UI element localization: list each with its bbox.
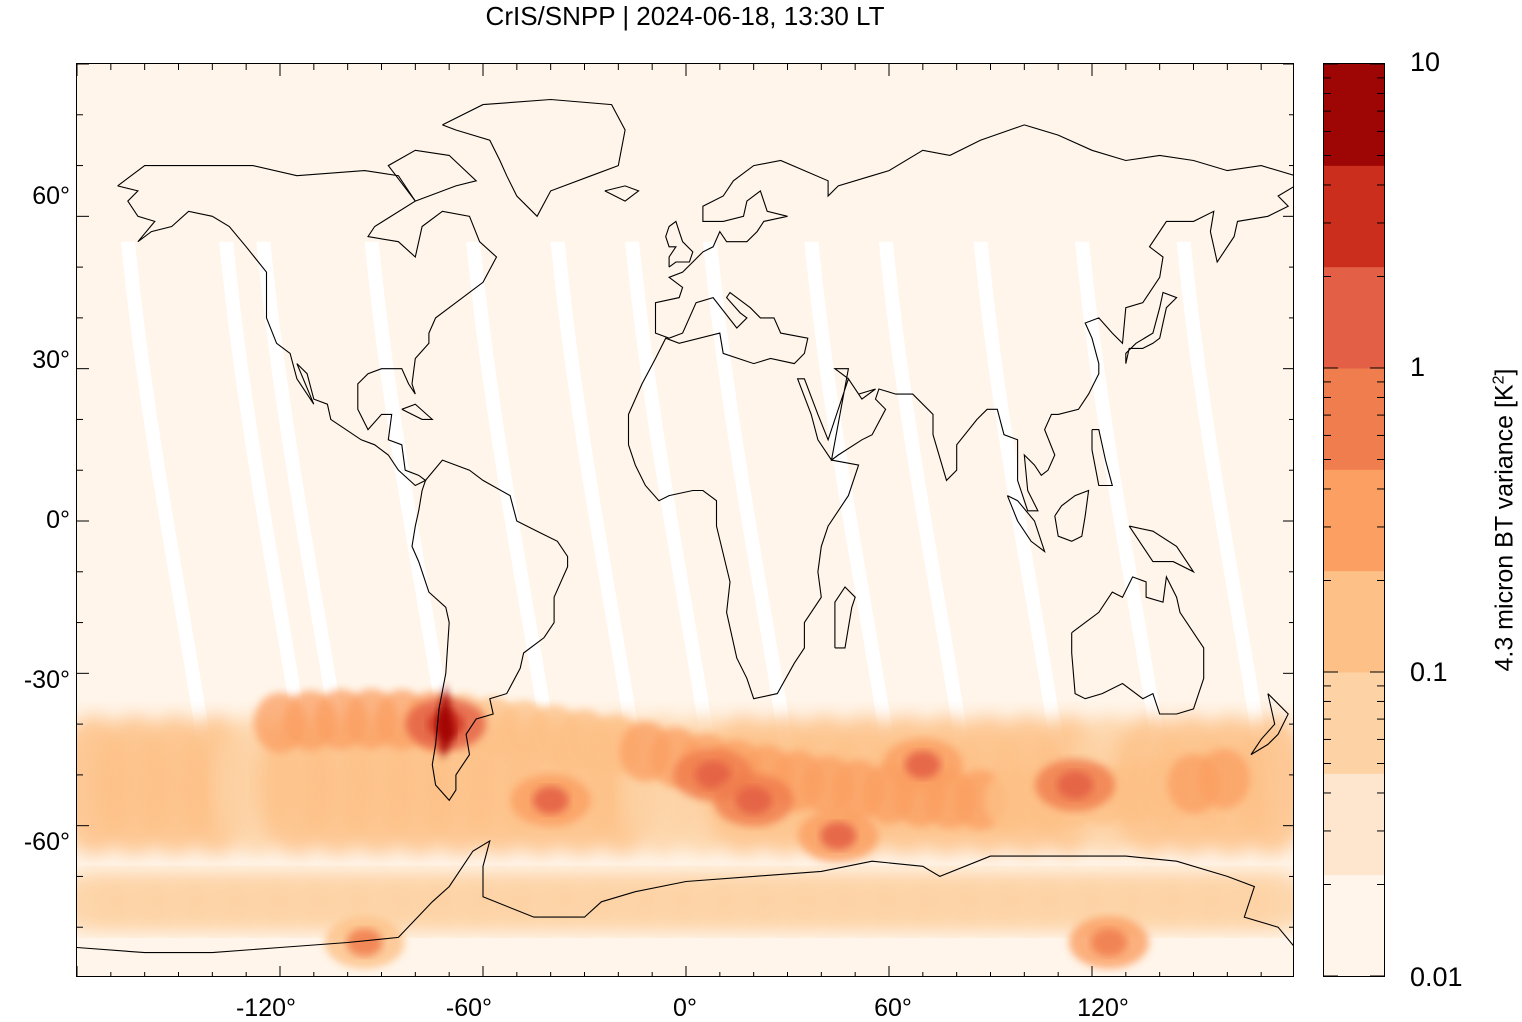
colorbar-label-0.1: 0.1 bbox=[1410, 657, 1448, 687]
variance-blob bbox=[1057, 771, 1094, 800]
swath-gap bbox=[256, 241, 356, 801]
variance-blob bbox=[1231, 871, 1293, 932]
x-tick-120e: 120° bbox=[1077, 994, 1129, 1022]
y-tick-60s: -60° bbox=[23, 828, 70, 856]
swath-gap bbox=[625, 241, 725, 801]
variance-blob bbox=[532, 786, 569, 815]
coastline-africa-eurasia bbox=[627, 124, 1293, 700]
x-tick-120w: -120° bbox=[235, 994, 297, 1022]
andes-hotspot bbox=[435, 683, 456, 760]
swath-gap bbox=[1176, 241, 1276, 801]
coastline-philippines bbox=[1091, 429, 1114, 487]
coastline-antarctica bbox=[77, 839, 1293, 954]
colorbar-bin bbox=[1324, 64, 1384, 166]
coastline-south-america bbox=[411, 459, 569, 802]
colorbar-bin bbox=[1324, 165, 1384, 268]
y-tick-30n: 30° bbox=[32, 346, 70, 374]
y-tick-0: 0° bbox=[46, 506, 70, 534]
swath-gap bbox=[219, 241, 319, 801]
variance-blob bbox=[820, 821, 857, 850]
colorbar-bin bbox=[1324, 874, 1384, 976]
x-tick-60e: 60° bbox=[874, 994, 912, 1022]
coastline-greenland bbox=[442, 98, 626, 218]
swath-gap bbox=[702, 241, 802, 801]
colorbar-bin bbox=[1324, 672, 1384, 774]
swath-gap bbox=[973, 241, 1073, 801]
x-tick-0: 0° bbox=[673, 994, 697, 1022]
variance-blob bbox=[1090, 928, 1127, 957]
colorbar-bin bbox=[1324, 368, 1384, 470]
y-tick-60n: 60° bbox=[32, 182, 70, 210]
coastline-cuba bbox=[401, 403, 434, 420]
coastline-new-guinea bbox=[1128, 525, 1196, 574]
swath-gap bbox=[364, 241, 464, 801]
coastline-madagascar bbox=[834, 586, 856, 649]
colorbar-label-1: 1 bbox=[1410, 352, 1426, 382]
swath-gap bbox=[550, 241, 650, 801]
coastline-australia bbox=[1071, 575, 1205, 715]
variance-map bbox=[77, 64, 1293, 976]
coastline-baffin bbox=[387, 149, 478, 202]
variance-field bbox=[77, 683, 1293, 969]
variance-blob bbox=[1231, 715, 1293, 856]
map-plot-area bbox=[76, 63, 1294, 977]
y-tick-30s: -30° bbox=[23, 666, 70, 694]
coastline-sumatra bbox=[1006, 495, 1046, 554]
swath-gap bbox=[466, 241, 566, 801]
coastline-new-zealand bbox=[1250, 693, 1289, 756]
axis-ticks bbox=[77, 64, 1293, 976]
swath-gaps bbox=[120, 241, 1276, 801]
map-title: CrIS/SNPP | 2024-06-18, 13:30 LT bbox=[485, 1, 885, 31]
variance-blob bbox=[1197, 748, 1250, 809]
colorbar-title: 4.3 micron BT variance [K2] bbox=[1490, 368, 1519, 672]
swath-gap bbox=[878, 241, 978, 801]
variance-blob bbox=[695, 760, 732, 789]
swath-gap bbox=[1075, 241, 1175, 801]
colorbar-label-10: 10 bbox=[1410, 47, 1441, 77]
coastlines bbox=[77, 98, 1293, 954]
coastline-indonesia-borneo bbox=[1054, 489, 1090, 542]
colorbar-bin bbox=[1324, 469, 1384, 572]
coastline-uk bbox=[665, 220, 694, 268]
x-tick-60w: -60° bbox=[445, 994, 493, 1022]
colorbar-bin bbox=[1324, 266, 1384, 369]
swath-gap bbox=[804, 241, 904, 801]
variance-blob bbox=[346, 928, 383, 957]
colorbar bbox=[1323, 63, 1385, 977]
colorbar-bin bbox=[1324, 773, 1384, 876]
colorbar-label-0.01: 0.01 bbox=[1410, 962, 1463, 992]
coastline-north-america bbox=[117, 165, 498, 487]
coastline-iceland bbox=[604, 185, 640, 202]
swath-gap bbox=[120, 241, 220, 801]
variance-blob bbox=[735, 786, 772, 815]
colorbar-bin bbox=[1324, 570, 1384, 673]
variance-blob bbox=[904, 750, 941, 779]
coastline-japan bbox=[1125, 291, 1178, 364]
